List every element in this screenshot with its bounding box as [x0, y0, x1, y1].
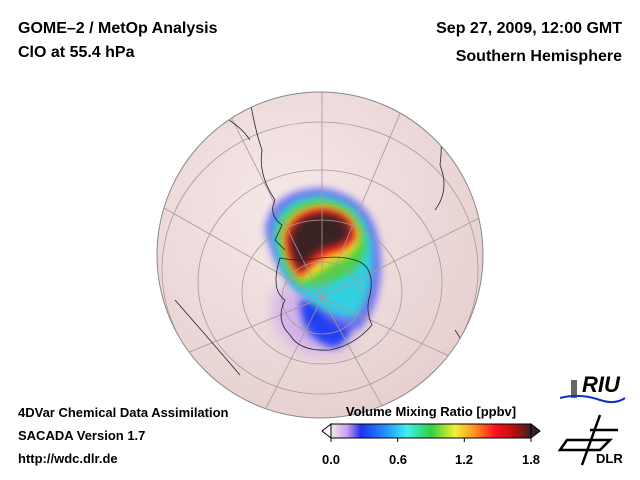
region: Southern Hemisphere: [455, 48, 622, 65]
clo-field: [265, 188, 381, 354]
dlr-logo-text: DLR: [596, 451, 623, 466]
riu-logo-icon: [559, 380, 626, 404]
colorbar-tick: 0.6: [388, 452, 408, 467]
date: Sep 27, 2009, 12:00 GMT: [436, 20, 622, 37]
subtitle: ClO at 55.4 hPa: [18, 44, 135, 61]
dlr-logo-icon: [557, 414, 618, 466]
colorbar: [321, 422, 541, 442]
footer-line-2: SACADA Version 1.7: [18, 428, 146, 443]
footer-link[interactable]: http://wdc.dlr.de: [18, 451, 118, 466]
riu-logo-text: RIU: [582, 372, 620, 397]
colorbar-tick: 0.0: [321, 452, 341, 467]
colorbar-title: Volume Mixing Ratio [ppbv]: [345, 404, 517, 419]
colorbar-low-arrow: [321, 422, 332, 440]
graticule: [157, 92, 483, 418]
title: GOME–2 / MetOp Analysis: [18, 20, 218, 37]
colorbar-ramp: [330, 423, 532, 439]
colorbar-high-arrow: [530, 422, 541, 440]
colorbar-tick: 1.2: [454, 452, 474, 467]
footer-line-1: 4DVar Chemical Data Assimilation: [18, 405, 229, 420]
colorbar-tick: 1.8: [521, 452, 541, 467]
